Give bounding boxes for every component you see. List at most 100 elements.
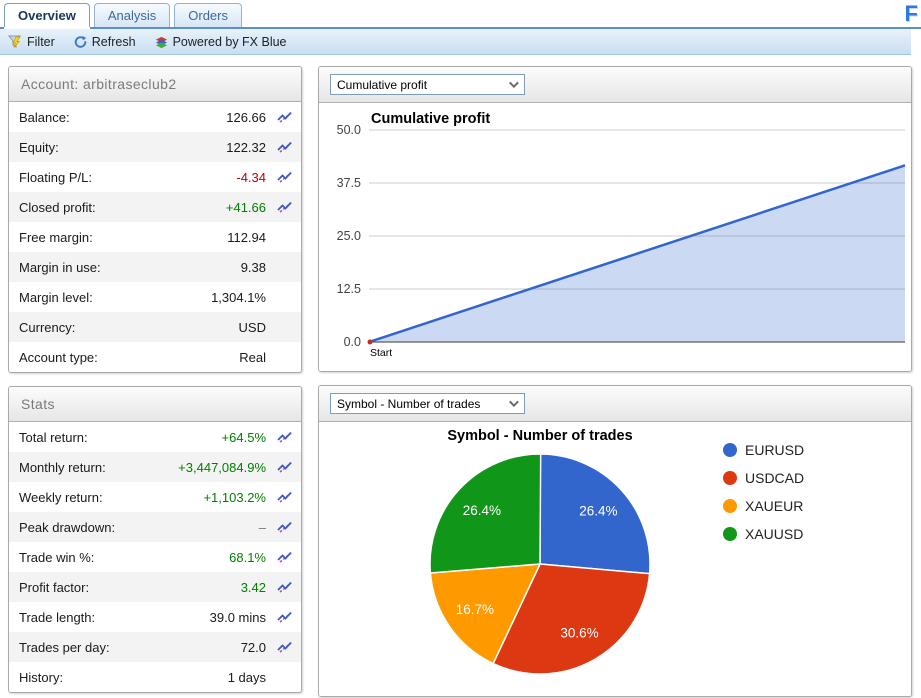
row-value: 126.66	[226, 109, 266, 125]
sparkline-icon[interactable]	[277, 580, 293, 594]
table-row: Equity: 122.32	[9, 132, 301, 162]
icon-slot	[271, 610, 293, 625]
row-value: 3.42	[240, 579, 266, 595]
row-label: Peak drawdown:	[19, 519, 116, 535]
row-label: Floating P/L:	[19, 169, 92, 185]
symbol-chart-select-strip: Symbol - Number of trades	[319, 386, 911, 422]
table-row: Trade length: 39.0 mins	[9, 602, 301, 632]
sparkline-icon[interactable]	[277, 170, 293, 184]
cumulative-profit-panel: Cumulative profit 50.0 37.5 25.0 12.5 0.0 Cum…	[318, 66, 912, 372]
table-row: Balance: 126.66	[9, 102, 301, 132]
svg-text:EURUSD: EURUSD	[745, 442, 804, 458]
row-label: Profit factor:	[19, 579, 90, 595]
icon-slot	[271, 490, 293, 505]
row-value: +1,103.2%	[203, 489, 266, 505]
table-row: Weekly return: +1,103.2%	[9, 482, 301, 512]
refresh-button[interactable]: Refresh	[73, 35, 136, 49]
account-panel: Account: arbitraseclub2 Balance: 126.66 Eq…	[8, 66, 302, 373]
row-value: USD	[238, 319, 266, 335]
row-value: 39.0 mins	[209, 609, 266, 625]
sparkline-icon[interactable]	[277, 550, 293, 564]
table-row: Account type: Real	[9, 342, 301, 372]
row-label: Trade win %:	[19, 549, 95, 565]
icon-slot	[271, 460, 293, 475]
row-label: Balance:	[19, 109, 70, 125]
profit-chart-select-value: Cumulative profit	[337, 77, 428, 92]
profit-chart-select[interactable]: Cumulative profit	[330, 74, 525, 95]
tab-orders[interactable]: Orders	[174, 3, 242, 27]
tab-overview[interactable]: Overview	[4, 3, 90, 27]
row-label: Currency:	[19, 319, 76, 335]
row-value: 112.94	[227, 229, 266, 245]
sparkline-icon[interactable]	[277, 430, 293, 444]
row-label: Monthly return:	[19, 459, 106, 475]
sparkline-icon[interactable]	[277, 520, 293, 534]
sparkline-icon[interactable]	[277, 490, 293, 504]
refresh-label: Refresh	[91, 34, 136, 49]
svg-text:30.6%: 30.6%	[560, 626, 598, 641]
svg-text:12.5: 12.5	[337, 282, 361, 296]
icon-slot	[271, 170, 293, 185]
row-value: 1,304.1%	[211, 289, 266, 305]
stats-panel-title: Stats	[9, 387, 301, 422]
row-value: +3,447,084.9%	[178, 459, 266, 475]
svg-text:25.0: 25.0	[337, 229, 361, 243]
tab-bar: Overview Analysis Orders F	[0, 0, 921, 29]
table-row: Free margin: 112.94	[9, 222, 301, 252]
filter-button[interactable]: Filter	[8, 35, 55, 49]
row-value: +41.66	[225, 199, 266, 215]
row-value: -4.34	[236, 169, 266, 185]
symbol-pie-chart: Symbol - Number of trades 26.4% 30.6% 16.7%…	[319, 422, 911, 696]
row-label: Closed profit:	[19, 199, 96, 215]
icon-slot	[271, 550, 293, 565]
table-row: Trade win %: 68.1%	[9, 542, 301, 572]
row-value: 122.32	[226, 139, 266, 155]
sparkline-icon[interactable]	[277, 110, 293, 124]
row-label: Total return:	[19, 429, 88, 445]
account-panel-title: Account: arbitraseclub2	[9, 67, 301, 102]
row-label: Account type:	[19, 349, 98, 365]
row-label: History:	[19, 669, 64, 685]
icon-slot	[271, 580, 293, 595]
sparkline-icon[interactable]	[277, 140, 293, 154]
symbol-trades-panel: Symbol - Number of trades Symbol - Numbe…	[318, 385, 912, 697]
row-label: Trades per day:	[19, 639, 110, 655]
svg-text:0.0: 0.0	[344, 335, 361, 349]
tab-analysis[interactable]: Analysis	[93, 3, 171, 27]
sparkline-icon[interactable]	[277, 640, 293, 654]
symbol-chart-select[interactable]: Symbol - Number of trades	[330, 393, 525, 414]
row-label: Weekly return:	[19, 489, 103, 505]
icon-slot	[271, 110, 293, 125]
icon-slot	[271, 640, 293, 655]
powered-by-fxblue-link[interactable]: Powered by FX Blue	[154, 35, 287, 49]
svg-text:USDCAD: USDCAD	[745, 470, 804, 486]
table-row: Margin in use: 9.38	[9, 252, 301, 282]
svg-text:37.5: 37.5	[337, 176, 361, 190]
icon-slot	[271, 290, 293, 305]
row-value: 72.0	[240, 639, 266, 655]
row-label: Trade length:	[19, 609, 96, 625]
sparkline-icon[interactable]	[277, 460, 293, 474]
table-row: Floating P/L: -4.34	[9, 162, 301, 192]
powered-by-label: Powered by FX Blue	[172, 34, 287, 49]
icon-slot	[271, 430, 293, 445]
row-label: Margin in use:	[19, 259, 101, 275]
icon-slot	[271, 140, 293, 155]
fxblue-layers-icon	[154, 35, 169, 49]
row-value: 1 days	[227, 669, 266, 685]
fxblue-logo[interactable]: F	[904, 1, 918, 26]
svg-text:Cumulative profit: Cumulative profit	[371, 111, 490, 127]
sparkline-icon[interactable]	[277, 200, 293, 214]
table-row: Total return: +64.5%	[9, 422, 301, 452]
row-label: Equity:	[19, 139, 59, 155]
row-value: –	[258, 519, 266, 535]
stats-rows: Total return: +64.5% Monthly return: +3,447…	[9, 422, 301, 692]
row-value: +64.5%	[221, 429, 266, 445]
sparkline-icon[interactable]	[277, 610, 293, 624]
icon-slot	[271, 670, 293, 685]
table-row: Currency: USD	[9, 312, 301, 342]
profit-chart-select-strip: Cumulative profit	[319, 67, 911, 103]
icon-slot	[271, 230, 293, 245]
filter-label: Filter	[27, 34, 55, 49]
svg-text:XAUEUR: XAUEUR	[745, 498, 803, 514]
